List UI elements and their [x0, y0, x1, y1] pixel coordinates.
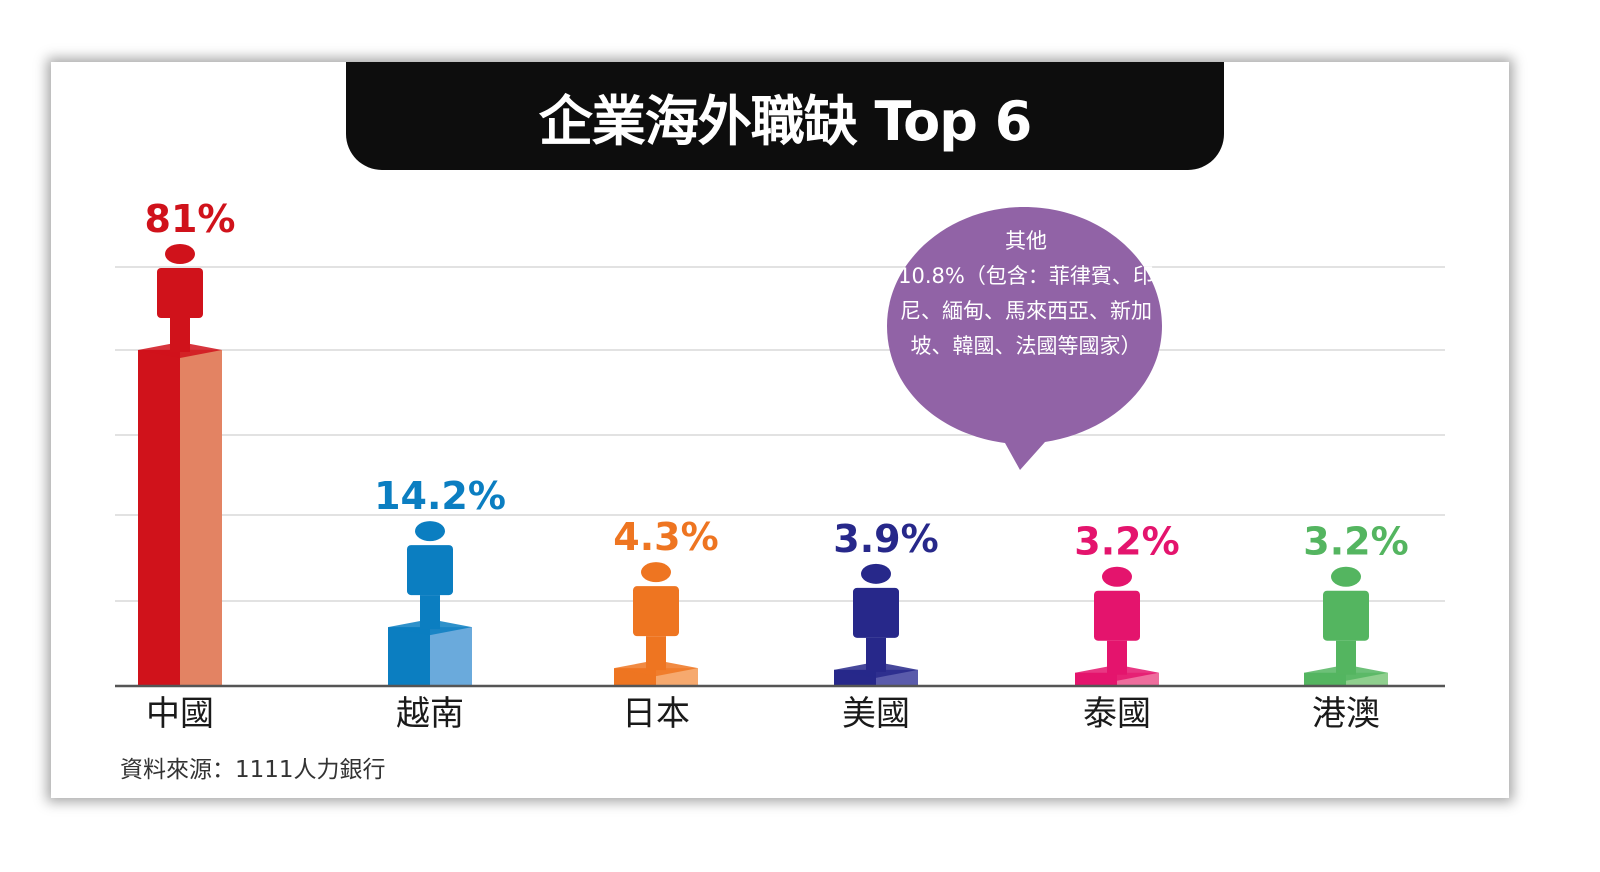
bar-group [1075, 566, 1159, 686]
figure-leg [1107, 640, 1127, 675]
figure-body [1094, 590, 1140, 641]
source-note: 資料來源：1111人力銀行 [120, 757, 386, 783]
bar-group [138, 244, 222, 686]
gridlines [115, 266, 1445, 602]
chart-title: 企業海外職缺 Top 6 [538, 89, 1033, 153]
category-label: 美國 [842, 694, 910, 734]
figure-body [853, 587, 899, 638]
bar [388, 627, 430, 686]
category-label: 泰國 [1083, 694, 1151, 734]
bar [138, 350, 180, 686]
chart-card [51, 62, 1509, 798]
category-label: 日本 [622, 694, 690, 734]
value-label: 14.2% [374, 474, 506, 518]
figure-head [1331, 566, 1361, 587]
figure-head [641, 562, 671, 583]
figure-leg [420, 595, 440, 630]
figure-body [157, 268, 203, 318]
bar-side [430, 627, 472, 686]
bar-group [614, 562, 698, 686]
bars [115, 244, 1445, 688]
figure-leg [1336, 640, 1356, 675]
labels: 81% 中國 14.2% 越南 4.3% 日本 3.9% 美國 3.2% 泰國 3.2% 港澳 [145, 197, 1409, 734]
value-label: 3.9% [833, 517, 938, 561]
category-label: 越南 [396, 694, 464, 734]
figure-head [165, 244, 195, 264]
value-label: 3.2% [1303, 520, 1408, 564]
figure-leg [866, 637, 886, 672]
bar-group [1304, 566, 1388, 686]
note-speech-bubble [887, 207, 1162, 470]
note-body: 10.8%（包含：菲律賓、印尼、緬甸、馬來西亞、新加坡、韓國、法國等國家） [898, 264, 1154, 358]
value-label: 81% [145, 197, 236, 241]
title-banner: 企業海外職缺 Top 6 [346, 62, 1224, 170]
category-label: 中國 [146, 694, 214, 734]
bar-group [834, 563, 918, 686]
bar-group [388, 521, 472, 686]
value-label: 4.3% [613, 515, 718, 559]
note-heading: 其他 [1005, 229, 1047, 253]
value-label: 3.2% [1074, 520, 1179, 564]
figure-head [1102, 566, 1132, 587]
note-text: 其他 10.8%（包含：菲律賓、印尼、緬甸、馬來西亞、新加坡、韓國、法國等國家） [896, 224, 1156, 364]
figure-body [407, 545, 453, 596]
category-label: 港澳 [1312, 694, 1380, 734]
bar-side [180, 350, 222, 686]
figure-head [861, 563, 891, 584]
figure-leg [170, 318, 190, 352]
figure-leg [646, 636, 666, 671]
figure-body [633, 586, 679, 637]
figure-body [1323, 590, 1369, 641]
figure-head [415, 521, 445, 542]
